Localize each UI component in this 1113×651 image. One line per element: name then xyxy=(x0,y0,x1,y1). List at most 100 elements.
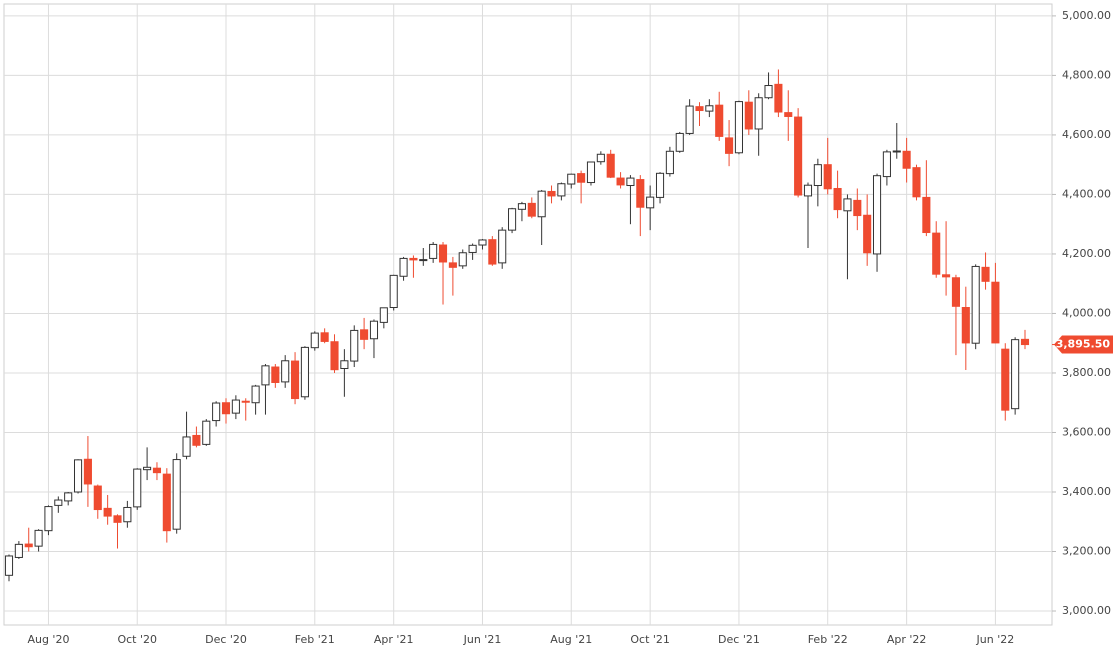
candle-body xyxy=(1020,338,1030,346)
candle-body xyxy=(44,506,53,532)
candle-body xyxy=(577,173,586,183)
candle-body xyxy=(715,104,724,137)
candle-body xyxy=(399,257,408,277)
candle-body xyxy=(784,112,793,117)
candle-body xyxy=(438,244,448,263)
y-tick-label: 4,400.00 xyxy=(1062,187,1111,200)
y-tick-label: 3,200.00 xyxy=(1062,545,1111,558)
candle-body xyxy=(448,262,457,268)
candle-body xyxy=(695,106,704,112)
candle-body xyxy=(508,208,517,231)
candle-body xyxy=(113,515,122,523)
candle-body xyxy=(912,167,921,198)
y-tick-label: 3,600.00 xyxy=(1062,425,1111,438)
candle-body xyxy=(221,402,231,415)
candle-body xyxy=(754,97,763,130)
candle-body xyxy=(192,434,201,446)
candle-body xyxy=(389,274,398,309)
candle-body xyxy=(202,420,211,445)
candle-body xyxy=(291,360,300,400)
candle-body xyxy=(646,196,655,209)
candle-body xyxy=(251,385,260,404)
x-tick-label: Feb '22 xyxy=(808,633,848,646)
x-tick-label: Jun '21 xyxy=(463,633,502,646)
candle-body xyxy=(616,177,625,186)
plot-frame xyxy=(3,3,1053,626)
candle-body xyxy=(606,153,615,178)
candle-body xyxy=(231,399,240,414)
x-tick-label: Dec '21 xyxy=(718,633,760,646)
candle-body xyxy=(182,436,191,457)
candle-body xyxy=(369,320,379,340)
candle-body xyxy=(725,137,734,154)
x-tick-label: Apr '22 xyxy=(887,633,927,646)
candle-body xyxy=(73,459,83,493)
x-tick-label: Oct '21 xyxy=(630,633,670,646)
y-tick-label: 3,800.00 xyxy=(1062,366,1111,379)
y-tick-label: 4,200.00 xyxy=(1062,247,1111,260)
candle-body xyxy=(330,341,339,371)
candle-body xyxy=(537,190,546,218)
y-tick-label: 3,000.00 xyxy=(1062,604,1111,617)
candle-body xyxy=(458,252,467,267)
candle-body xyxy=(655,172,665,198)
candle-body xyxy=(557,183,566,197)
candle-body xyxy=(152,467,162,474)
candle-body xyxy=(675,132,684,152)
y-tick-label: 4,600.00 xyxy=(1062,128,1111,141)
x-tick-label: Aug '20 xyxy=(27,633,69,646)
candle-body xyxy=(764,85,773,99)
last-price-label: 3,895.50 xyxy=(1056,338,1111,351)
candle-body xyxy=(162,473,171,532)
candle-body xyxy=(310,332,319,349)
candle-body xyxy=(14,543,23,558)
candle-body xyxy=(872,175,882,255)
candle-body xyxy=(1001,348,1010,411)
candle-body xyxy=(379,307,388,323)
candle-body xyxy=(586,161,596,184)
candle-body xyxy=(241,400,250,403)
candle-body xyxy=(340,360,349,370)
candle-body xyxy=(961,307,970,344)
candle-body xyxy=(882,151,891,178)
candle-body xyxy=(1011,339,1020,410)
candle-body xyxy=(320,332,329,342)
candle-body xyxy=(813,164,822,187)
candle-body xyxy=(863,214,872,254)
candle-body xyxy=(902,150,911,169)
candle-body xyxy=(596,153,605,163)
candle-body xyxy=(498,229,507,264)
candle-body xyxy=(527,202,536,217)
candle-body xyxy=(853,199,862,217)
y-tick-label: 5,000.00 xyxy=(1062,9,1111,22)
candle-body xyxy=(468,244,477,253)
candle-body xyxy=(34,529,43,547)
candle-body xyxy=(833,187,842,211)
candle-body xyxy=(133,468,142,508)
candle-body xyxy=(103,507,112,517)
candle-body xyxy=(705,105,714,112)
candle-body xyxy=(54,499,63,506)
candle-body xyxy=(942,274,951,278)
candle-body xyxy=(971,265,980,344)
candle-body xyxy=(636,179,645,208)
candle-body xyxy=(803,184,813,197)
candle-body xyxy=(626,177,635,187)
candle-body xyxy=(172,459,181,530)
candle-body xyxy=(922,196,931,234)
x-tick-label: Apr '21 xyxy=(374,633,414,646)
candle-body xyxy=(547,190,556,197)
candle-body xyxy=(892,150,901,153)
candle-body xyxy=(64,492,73,502)
candle-body xyxy=(823,164,832,190)
candle-body xyxy=(744,101,753,130)
candle-body xyxy=(774,83,783,113)
candle-body xyxy=(932,232,941,275)
candle-body xyxy=(951,277,961,307)
candle-body xyxy=(567,173,576,185)
x-tick-label: Aug '21 xyxy=(550,633,592,646)
y-tick-label: 3,400.00 xyxy=(1062,485,1111,498)
x-tick-label: Dec '20 xyxy=(205,633,247,646)
candle-body xyxy=(981,266,990,282)
